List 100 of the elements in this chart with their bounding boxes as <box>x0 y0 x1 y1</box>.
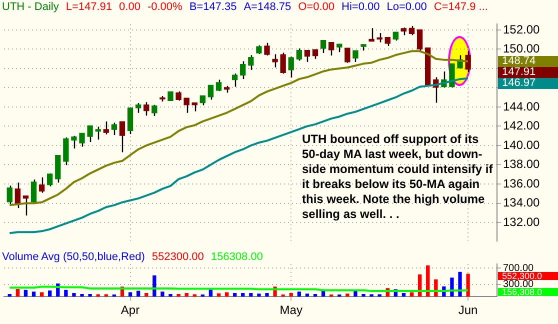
bar <box>224 292 229 297</box>
candlestick <box>416 29 423 53</box>
bar <box>16 288 20 297</box>
y-tick-label: 132.00 <box>503 214 540 229</box>
candlestick <box>47 172 53 187</box>
bar <box>104 294 108 297</box>
text: A=148.75 <box>244 1 292 13</box>
candlestick <box>280 52 286 74</box>
bar <box>176 294 180 297</box>
candlestick <box>71 135 77 150</box>
bar <box>64 290 68 297</box>
candlestick <box>200 95 206 106</box>
candlestick <box>264 42 270 56</box>
candlestick <box>344 47 350 64</box>
candlestick <box>208 84 214 100</box>
bar <box>208 290 213 297</box>
bar <box>96 294 100 297</box>
candlestick <box>111 122 118 136</box>
candlestick <box>95 126 101 140</box>
text: O=0.00 <box>298 1 335 13</box>
candlestick <box>144 102 150 116</box>
bar <box>8 294 12 297</box>
text: 147.91 <box>498 66 558 78</box>
text: B=147.35 <box>189 1 237 13</box>
text: 552,300.0 <box>498 271 558 282</box>
bar <box>24 290 28 297</box>
bar <box>80 294 84 297</box>
bar <box>346 294 350 297</box>
bar <box>184 293 188 297</box>
text: 156,308.0 <box>498 287 558 298</box>
candlestick <box>22 194 29 216</box>
text: -0.00% <box>147 1 182 13</box>
y-tick-label: 152.00 <box>503 22 540 36</box>
bar <box>192 294 196 297</box>
y-tick-label: 134.00 <box>503 196 540 210</box>
bar <box>370 294 374 297</box>
candlestick <box>408 25 415 36</box>
y-tick-label: 142.00 <box>503 118 540 133</box>
candlestick <box>184 98 190 114</box>
y-tick-label: 700.00 <box>503 262 534 274</box>
candlestick <box>63 136 69 166</box>
bar <box>265 293 269 297</box>
candlestick <box>103 120 109 135</box>
candlestick <box>232 72 238 88</box>
candlestick <box>135 102 142 114</box>
y-tick-label: 144.00 <box>503 99 540 114</box>
bar <box>378 294 382 297</box>
bar <box>410 292 414 297</box>
candlestick <box>272 54 278 68</box>
bar <box>354 290 358 297</box>
bar <box>257 294 261 297</box>
text: 148.74 <box>498 54 558 67</box>
bar <box>362 294 366 297</box>
text: C=147.9 ... <box>434 1 488 13</box>
bar <box>136 290 140 297</box>
bar <box>305 294 310 297</box>
bar <box>402 293 406 297</box>
text: 146.97 <box>498 76 558 89</box>
bar <box>40 292 44 297</box>
bar <box>232 293 237 297</box>
bar <box>249 293 253 297</box>
candlestick <box>368 28 374 42</box>
bar <box>313 294 318 297</box>
text: 156308.00 <box>210 251 263 263</box>
candlestick <box>119 120 126 153</box>
bar <box>297 292 301 297</box>
candlestick <box>304 50 310 63</box>
candlestick <box>79 132 85 148</box>
bar <box>128 292 132 297</box>
text: L=147.91 <box>66 1 112 13</box>
chart-title: Volume Avg (50,50,blue,Red) <box>2 251 145 263</box>
text: 552300.00 <box>152 251 204 263</box>
chart-title: UTH - Daily <box>2 1 59 13</box>
candlestick <box>127 106 134 135</box>
bar <box>466 274 470 297</box>
candlestick <box>288 56 294 78</box>
bar <box>458 272 462 297</box>
bar <box>168 294 172 297</box>
candlestick <box>87 125 93 143</box>
text: Hi=0.00 <box>342 1 380 13</box>
y-tick-label: 136.00 <box>503 176 540 190</box>
candlestick <box>30 178 37 204</box>
y-tick-label: 150.00 <box>503 42 540 56</box>
bar <box>72 293 76 297</box>
candlestick <box>352 50 358 63</box>
bar <box>48 290 52 297</box>
candlestick <box>320 40 326 54</box>
candlestick <box>312 49 318 60</box>
bar <box>32 292 36 297</box>
x-tick-label: Jun <box>458 303 478 318</box>
annotation: UTH bounced off support of its 50-day MA last week, but down-side momentum could intensify if it breaks below its 50-MA again this week. Note the high volume selling as well. . . <box>302 132 494 222</box>
candlestick <box>328 42 334 56</box>
candlestick <box>465 50 471 73</box>
bar <box>88 294 92 297</box>
text: 0.00 <box>119 1 140 13</box>
bar <box>241 293 245 297</box>
bar <box>160 292 164 297</box>
candlestick <box>248 54 254 71</box>
candlestick <box>6 185 12 205</box>
bar <box>289 293 293 297</box>
